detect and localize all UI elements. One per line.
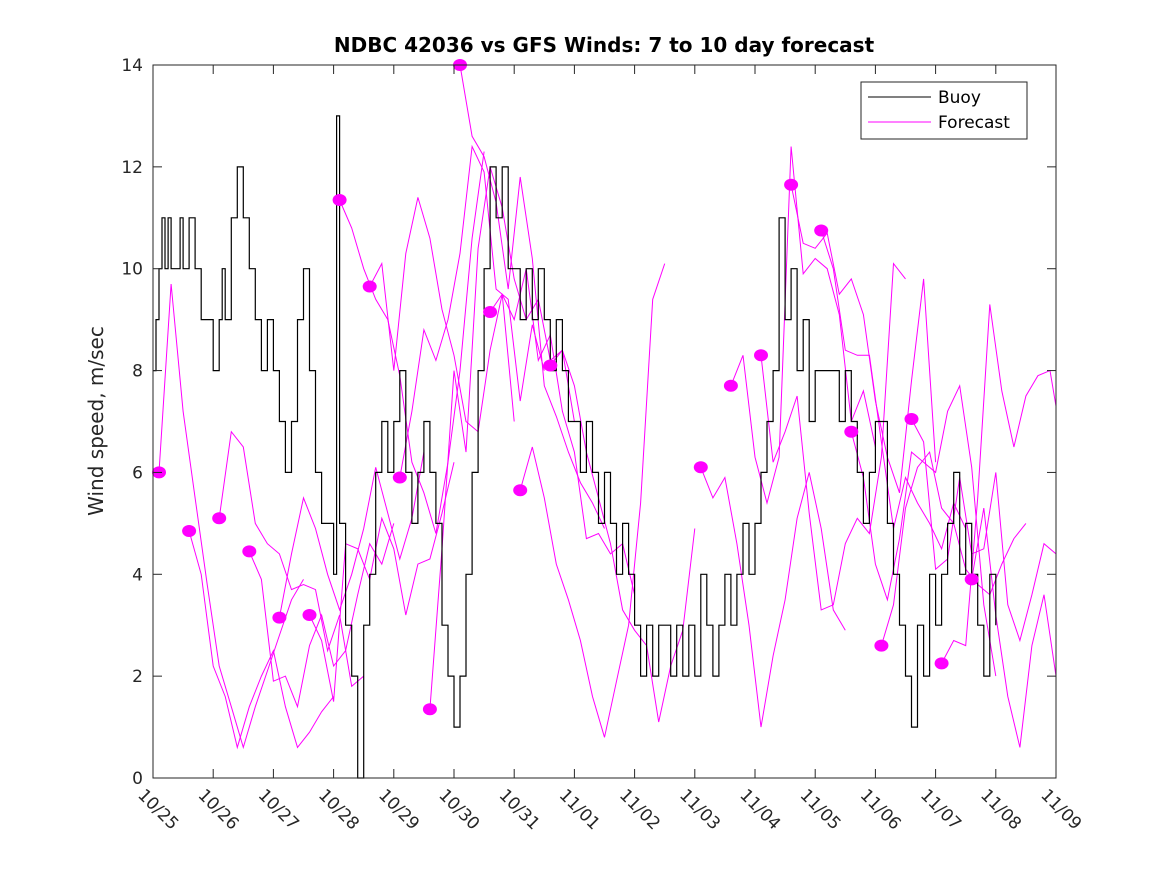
forecast-start-marker-19 <box>814 224 829 237</box>
forecast-start-marker-20 <box>844 425 859 438</box>
forecast-start-marker-9 <box>392 471 407 484</box>
forecast-start-marker-4 <box>242 545 257 558</box>
forecast-start-marker-5 <box>272 611 287 624</box>
forecast-start-marker-7 <box>332 194 347 206</box>
legend-label-buoy: Buoy <box>938 88 981 108</box>
forecast-line-23 <box>941 304 1057 664</box>
y-tick-label: 0 <box>132 769 143 789</box>
forecast-start-marker-8 <box>362 280 377 293</box>
legend-box <box>860 81 1028 140</box>
forecast-start-marker-22 <box>904 413 919 425</box>
forecast-line-7 <box>339 151 485 534</box>
forecast-line-4 <box>248 523 395 709</box>
forecast-line-20 <box>850 384 997 677</box>
forecast-line-8 <box>369 197 515 433</box>
axes-box <box>152 64 1057 779</box>
forecast-line-2 <box>188 530 334 750</box>
plot-area <box>153 65 1056 778</box>
y-tick-label: 10 <box>121 260 143 280</box>
forecast-start-marker-12 <box>483 306 498 318</box>
forecast-line-15 <box>700 467 846 728</box>
legend-label-forecast: Forecast <box>938 113 1010 133</box>
y-axis: 0 2 4 6 8 10 12 14 <box>121 56 1056 789</box>
forecast-start-marker-23 <box>934 657 949 670</box>
forecast-start-marker-16 <box>723 379 738 392</box>
forecast-line-12 <box>489 268 636 595</box>
forecast-start-marker-10 <box>422 703 437 716</box>
forecast-start-marker-21 <box>874 639 889 652</box>
forecast-line-3 <box>218 430 365 688</box>
forecast-start-marker-14 <box>543 359 558 372</box>
forecast-line-17 <box>760 262 906 611</box>
forecast-line-1 <box>158 283 304 750</box>
y-tick-label: 2 <box>132 667 143 687</box>
forecast-start-marker-24 <box>964 573 979 586</box>
forecast-line-13 <box>519 263 666 738</box>
forecast-start-marker-6 <box>302 609 317 621</box>
legend: Buoy Forecast <box>860 81 1028 140</box>
y-axis-label: Wind speed, m/sec <box>84 326 108 516</box>
y-tick-label: 12 <box>121 158 143 178</box>
forecast-line-9 <box>399 144 545 478</box>
forecast-line-6 <box>309 462 455 702</box>
y-tick-label: 6 <box>132 463 143 483</box>
forecast-line-18 <box>790 184 937 493</box>
forecast-start-marker-17 <box>754 349 768 362</box>
y-tick-label: 8 <box>132 362 143 382</box>
forecast-start-marker-3 <box>212 512 227 525</box>
forecast-line-5 <box>278 452 425 618</box>
forecast-line-11 <box>459 64 605 529</box>
y-tick-label: 14 <box>121 56 143 76</box>
forecast-line-22 <box>911 418 1057 643</box>
chart-title: NDBC 42036 vs GFS Winds: 7 to 10 day for… <box>334 33 875 57</box>
forecast-start-marker-18 <box>784 178 799 191</box>
y-tick-label: 4 <box>132 565 143 585</box>
forecast-start-marker-2 <box>182 525 197 537</box>
forecast-start-marker-13 <box>513 484 528 497</box>
forecast-line-24 <box>971 508 1057 748</box>
forecast-start-marker-15 <box>693 461 708 474</box>
